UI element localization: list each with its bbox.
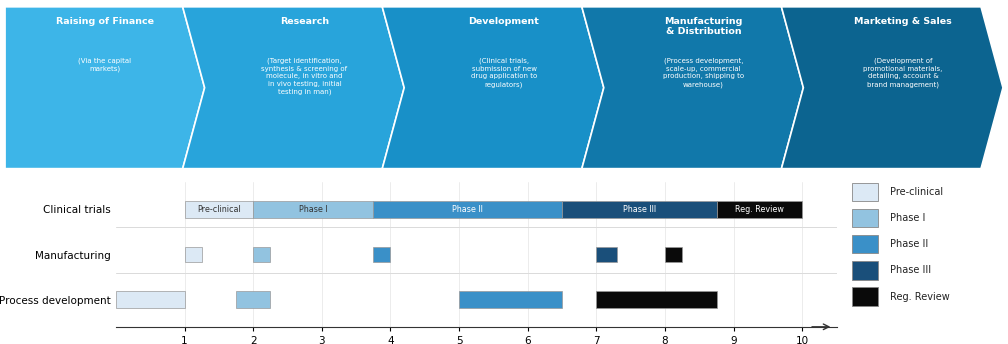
Polygon shape (582, 7, 803, 169)
Text: Development: Development (469, 17, 539, 26)
Polygon shape (382, 7, 604, 169)
Text: Research: Research (280, 17, 329, 26)
Bar (597, 291, 717, 308)
Bar (184, 247, 202, 262)
Bar (717, 201, 802, 218)
Text: Marketing & Sales: Marketing & Sales (855, 17, 952, 26)
Text: Manufacturing
& Distribution: Manufacturing & Distribution (664, 17, 743, 36)
Bar (253, 201, 373, 218)
Polygon shape (781, 7, 1003, 169)
Bar (373, 201, 562, 218)
Bar (665, 247, 682, 262)
Bar (116, 291, 184, 308)
Bar (852, 287, 878, 306)
Text: Phase II: Phase II (453, 205, 483, 214)
Bar (373, 247, 390, 262)
Bar (852, 209, 878, 227)
Text: Raising of Finance: Raising of Finance (55, 17, 154, 26)
Text: (Process development,
scale-up, commercial
production, shipping to
warehouse): (Process development, scale-up, commerci… (663, 57, 744, 88)
Text: Reg. Review: Reg. Review (735, 205, 784, 214)
Text: (Clinical trials,
submission of new
drug application to
regulators): (Clinical trials, submission of new drug… (471, 57, 537, 88)
Text: Reg. Review: Reg. Review (890, 291, 950, 302)
Text: Pre-clinical: Pre-clinical (890, 187, 942, 197)
Text: (Target identification,
synthesis & screening of
molecule, in vitro and
in vivo : (Target identification, synthesis & scre… (261, 57, 348, 95)
Bar (253, 247, 270, 262)
Text: (Via the capital
markets): (Via the capital markets) (79, 57, 131, 72)
Text: Phase III: Phase III (890, 265, 930, 276)
Bar (184, 201, 253, 218)
Text: (Development of
promotional materials,
detailing, account &
brand management): (Development of promotional materials, d… (864, 57, 942, 88)
Bar (852, 183, 878, 201)
Text: Phase III: Phase III (623, 205, 656, 214)
Text: Phase I: Phase I (299, 205, 328, 214)
Text: Phase II: Phase II (890, 239, 928, 249)
Text: Phase I: Phase I (890, 213, 925, 223)
Bar (562, 201, 717, 218)
Bar (459, 291, 562, 308)
Text: Pre-clinical: Pre-clinical (197, 205, 241, 214)
Polygon shape (5, 7, 205, 169)
Bar (236, 291, 270, 308)
Bar (597, 247, 617, 262)
Bar (852, 261, 878, 280)
Polygon shape (182, 7, 404, 169)
Bar (852, 235, 878, 254)
